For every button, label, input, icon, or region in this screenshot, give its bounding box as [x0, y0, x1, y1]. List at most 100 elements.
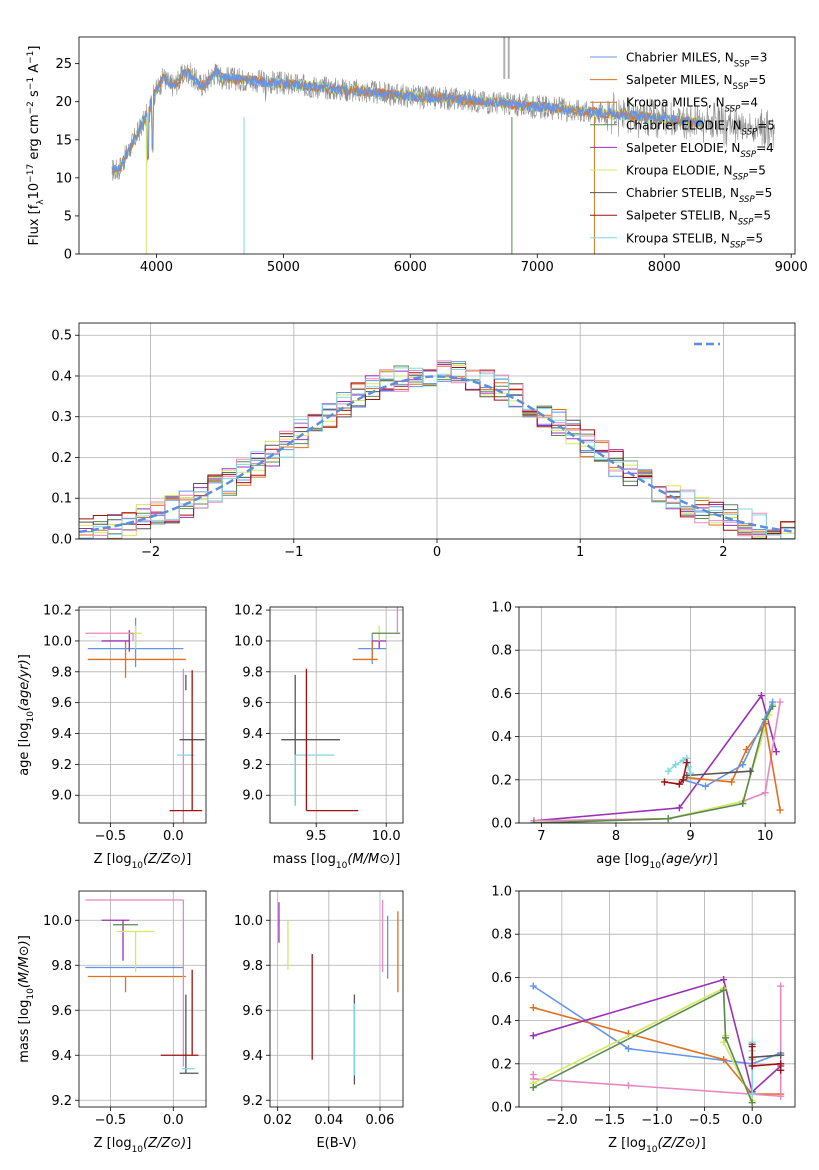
series-line: [664, 762, 688, 785]
series-point: [683, 759, 691, 767]
axes-frame: [269, 890, 404, 1108]
axes-frame: [518, 606, 796, 824]
spectrum-line: [111, 66, 703, 176]
series-point: [679, 776, 687, 784]
chart-mass-weight-vs-Z: −2.0 −1.5 −1.0 −0.5 0.0 0.0 0.2 0.4 0.6 0.8 1.0 Z […: [491, 885, 796, 1155]
series-point: [777, 982, 785, 990]
x-tick-label: 6000: [394, 260, 427, 275]
y-tick-label: 9.4: [242, 727, 263, 742]
series-point: [777, 1066, 785, 1074]
y-tick-label: 0.2: [51, 451, 72, 466]
series-point: [672, 761, 680, 769]
x-tick-label: −0.5: [95, 829, 127, 844]
series-point: [529, 1032, 537, 1040]
chart-age-vs-Z: −0.5 0.0 9.0 9.2 9.4 9.6 9.8 10.0 10.2 Z [log10(Z…: [17, 604, 207, 871]
y-tick-label: 15: [55, 133, 72, 148]
series-point: [720, 1055, 728, 1063]
y-tick-label: 10: [55, 171, 72, 186]
x-tick-label: −2.0: [546, 1113, 578, 1128]
series-point: [687, 769, 695, 777]
y-tick-label: 9.2: [51, 1094, 72, 1109]
legend-label: Salpeter ELODIE, NSSP=4: [626, 141, 774, 160]
x-tick-label: 7000: [521, 260, 554, 275]
y-tick-label: 20: [55, 95, 72, 110]
series-point: [701, 782, 709, 790]
x-tick-label: −1: [284, 545, 303, 560]
chart-mass-vs-ebv: 0.02 0.04 0.06 9.2 9.4 9.6 9.8 10.0 E(B-V): [234, 890, 404, 1151]
series-point: [529, 982, 537, 990]
plot-area: [111, 37, 775, 254]
series-line: [532, 986, 753, 1101]
x-tick-label: 7: [537, 829, 545, 844]
x-axis-label: Z [log10(Z/Z⊙)]: [608, 1136, 706, 1155]
y-tick-label: 0.0: [491, 1101, 512, 1116]
series-point: [777, 1060, 785, 1068]
histogram-series: [79, 360, 795, 539]
y-tick-label: 9.8: [242, 959, 263, 974]
y-axis-label: Flux [fλ10−17 erg cm−2 s−1 A−1]: [26, 46, 46, 246]
axes-frame: [78, 606, 207, 824]
spectrum-line: [111, 67, 703, 176]
x-tick-label: 8: [612, 829, 620, 844]
series-point: [624, 1081, 632, 1089]
y-tick-label: 9.4: [51, 1049, 72, 1064]
series-point: [530, 819, 538, 823]
chart-residuals: −2 −1 0 1 2 0.0 0.1 0.2 0.3 0.4 0.5: [51, 322, 796, 560]
series-point: [748, 1099, 756, 1107]
y-tick-label: 0.8: [491, 928, 512, 943]
series-point: [675, 804, 683, 812]
x-tick-label: 9.5: [306, 829, 327, 844]
series-point: [761, 789, 769, 797]
x-tick-label: 0.06: [366, 1113, 395, 1128]
y-tick-label: 9.8: [51, 665, 72, 680]
x-tick-label: 10: [757, 829, 774, 844]
series-point: [675, 780, 683, 788]
plot-area: [529, 976, 785, 1107]
series-point: [624, 1045, 632, 1053]
x-tick-label: 2: [719, 545, 727, 560]
y-tick-label: 0.6: [491, 971, 512, 986]
series-line: [533, 978, 782, 1094]
y-tick-label: 9.8: [51, 959, 72, 974]
series-point: [664, 767, 672, 775]
y-tick-label: 25: [55, 57, 72, 72]
axes-frame: [78, 36, 796, 255]
y-tick-label: 0.3: [51, 410, 72, 425]
chart-mass-vs-Z: −0.5 0.0 9.2 9.4 9.6 9.8 10.0 Z [log10(Z/Z⊙)] ma…: [17, 890, 207, 1155]
x-tick-label: 0: [433, 545, 441, 560]
series-line: [533, 706, 774, 823]
y-tick-label: 0.2: [491, 1057, 512, 1072]
series-point: [777, 1092, 785, 1100]
y-tick-label: 0: [64, 248, 72, 263]
x-tick-label: 0.0: [742, 1113, 763, 1128]
x-tick-label: 8000: [648, 260, 681, 275]
legend-label: Chabrier STELIB, NSSP=5: [626, 186, 772, 205]
x-axis-label: Z [log10(Z/Z⊙)]: [94, 1136, 192, 1155]
legend-label: Chabrier MILES, NSSP=3: [626, 51, 767, 70]
series-point: [660, 778, 668, 786]
y-tick-label: 0.0: [51, 533, 72, 548]
histogram-series: [79, 367, 795, 539]
series-point: [743, 746, 751, 754]
gaussian-curve: [79, 375, 795, 534]
y-tick-label: 10.0: [234, 914, 263, 929]
legend-label: Salpeter STELIB, NSSP=5: [626, 209, 771, 228]
x-tick-label: −1.0: [641, 1113, 673, 1128]
legend-label: Kroupa ELODIE, NSSP=5: [626, 164, 766, 183]
series-point: [772, 748, 780, 756]
y-tick-label: 10.0: [43, 634, 72, 649]
plot-area: [530, 692, 784, 823]
legend: Chabrier MILES, NSSP=3 Salpeter MILES, NS…: [590, 51, 775, 250]
y-tick-label: 1.0: [491, 885, 512, 900]
x-axis-label: mass [log10(M/M⊙)]: [273, 852, 401, 871]
x-tick-label: 0.0: [163, 829, 184, 844]
x-tick-label: 0.02: [263, 1113, 292, 1128]
axes-frame: [269, 606, 404, 824]
series-point: [739, 800, 747, 808]
series-point: [746, 767, 754, 775]
y-tick-label: 9.2: [242, 758, 263, 773]
series-point: [679, 756, 687, 764]
y-axis-label: mass [log10(M/M⊙)]: [17, 935, 36, 1063]
y-tick-label: 9.8: [242, 665, 263, 680]
y-tick-label: 0.4: [51, 369, 72, 384]
